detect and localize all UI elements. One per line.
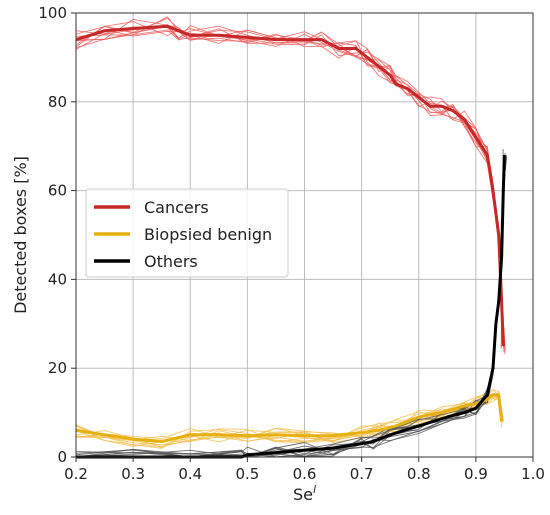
x-tick-label: 0.4 <box>178 465 202 483</box>
y-tick-label: 0 <box>57 448 67 466</box>
x-tick-label: 0.3 <box>121 465 145 483</box>
x-axis-label-superscript: l <box>313 483 316 496</box>
x-tick-label: 1.0 <box>521 465 545 483</box>
series-lines <box>75 24 506 459</box>
x-tick-label: 0.6 <box>293 465 317 483</box>
y-axis-ticks: 0 20 40 60 80 100 <box>38 4 76 466</box>
bootstrap-line-cancers <box>75 21 505 338</box>
grid <box>75 12 534 458</box>
legend-box <box>85 188 289 278</box>
y-tick-label: 80 <box>48 93 67 111</box>
y-tick-label: 100 <box>38 4 67 22</box>
legend: Cancers Biopsied benign Others <box>85 188 289 278</box>
x-tick-label: 0.7 <box>350 465 374 483</box>
bootstrap-line-cancers <box>75 16 505 343</box>
y-axis-label: Detected boxes [%] <box>11 156 30 314</box>
x-tick-label: 0.8 <box>407 465 431 483</box>
y-tick-label: 40 <box>48 270 67 288</box>
series-line-others <box>76 155 506 459</box>
bootstrap-line-cancers <box>75 17 503 349</box>
legend-label-biopsied-benign: Biopsied benign <box>144 225 272 244</box>
bootstrap-line-cancers <box>75 25 503 340</box>
legend-label-others: Others <box>144 252 198 271</box>
x-tick-label: 0.5 <box>235 465 259 483</box>
x-tick-label: 0.2 <box>64 465 88 483</box>
y-tick-label: 20 <box>48 359 67 377</box>
bootstrap-line-cancers <box>75 24 503 348</box>
y-tick-label: 60 <box>48 182 67 200</box>
legend-label-cancers: Cancers <box>144 198 209 217</box>
series-line-cancers <box>75 24 505 347</box>
x-axis-ticks: 0.2 0.3 0.4 0.5 0.6 0.7 0.8 0.9 1.0 <box>64 457 545 483</box>
bootstrap-line-cancers <box>75 29 506 344</box>
x-tick-label: 0.9 <box>464 465 488 483</box>
x-axis-label: Sel <box>293 483 316 504</box>
bootstrap-line-cancers <box>75 18 505 353</box>
